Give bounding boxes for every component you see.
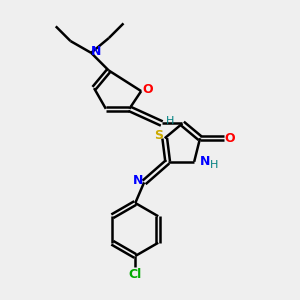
Text: S: S <box>154 129 163 142</box>
Text: O: O <box>225 132 236 145</box>
Text: O: O <box>142 83 153 96</box>
Text: N: N <box>132 174 143 188</box>
Text: H: H <box>166 116 174 126</box>
Text: Cl: Cl <box>129 268 142 281</box>
Text: N: N <box>91 45 102 58</box>
Text: N: N <box>200 155 211 168</box>
Text: H: H <box>210 160 218 170</box>
